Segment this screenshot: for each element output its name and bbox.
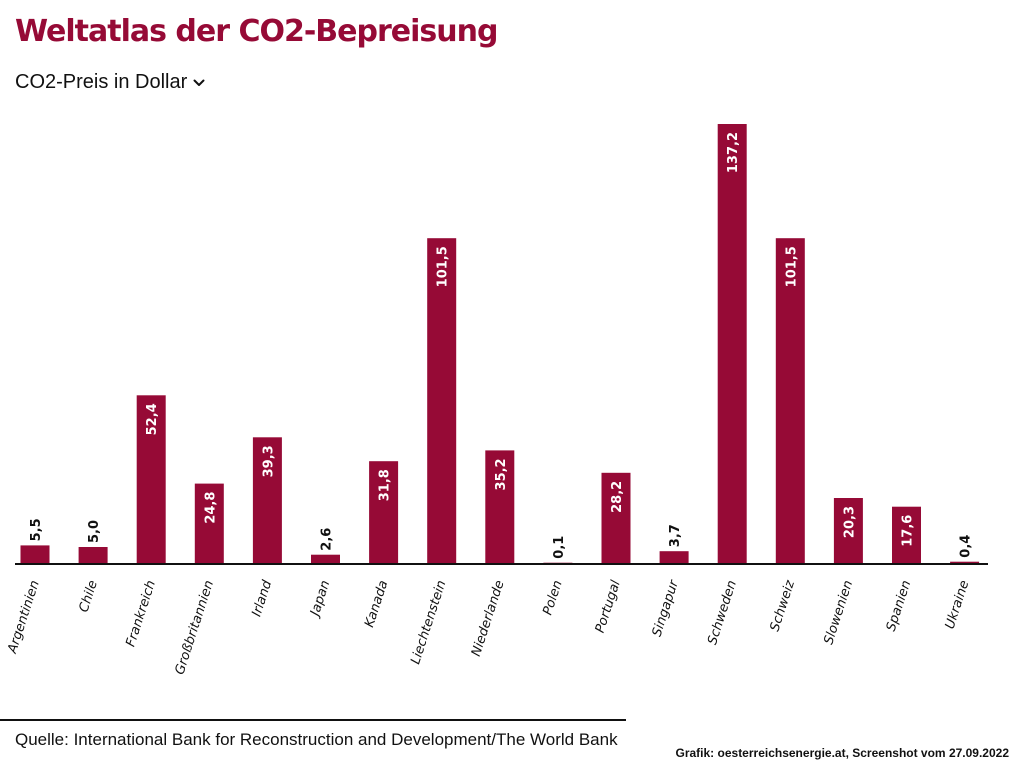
metric-dropdown[interactable]: CO2-Preis in Dollar [15,71,205,94]
category-label: Schweiz [768,577,799,633]
category-label: Chile [77,579,101,615]
bar-value-label: 5,5 [29,518,44,541]
bar-value-label: 137,2 [726,132,741,173]
category-label: Niederlande [469,579,508,659]
bar-value-label: 39,3 [261,445,276,477]
bar-singapur [659,551,689,563]
bar-value-label: 0,4 [959,535,974,558]
bar-schweden [717,124,747,563]
category-label: Portugal [593,578,624,635]
bar-value-label: 31,8 [378,469,393,501]
category-label: Kanada [362,579,391,630]
credit-note: Grafik: oesterreichsenergie.at, Screensh… [675,746,1010,760]
bar-value-label: 17,6 [901,515,916,547]
category-label: Singapur [650,577,683,639]
bar-value-label: 52,4 [145,403,160,435]
category-label: Frankreich [123,579,159,649]
bar-kanada [369,461,399,563]
bar-ukraine [950,561,980,563]
category-label: Slowenien [821,579,856,647]
source-note: Quelle: International Bank for Reconstru… [15,730,618,749]
source-divider [0,719,626,721]
category-label: Ukraine [943,579,973,631]
bar-value-label: 101,5 [436,246,451,287]
bar-value-label: 28,2 [610,481,625,513]
bar-liechtenstein [427,238,457,563]
bar-niederlande [485,450,515,563]
bar-value-label: 101,5 [784,246,799,287]
bar-großbritannien [194,483,224,563]
bar-chile [78,547,108,563]
chevron-down-icon [193,79,205,87]
bar-argentinien [20,545,50,563]
category-label: Irland [249,578,275,619]
category-label: Schweden [705,579,740,647]
category-label: Polen [540,579,565,618]
bar-spanien [892,506,921,563]
bar-value-label: 3,7 [668,524,683,547]
bar-value-label: 35,2 [494,458,509,490]
bar-slowenien [833,498,863,563]
bar-irland [252,437,282,563]
bar-japan [311,554,340,563]
bar-value-label: 24,8 [203,492,218,524]
category-label: Japan [307,579,333,621]
bar-value-label: 20,3 [842,506,857,538]
category-label: Großbritannien [173,579,218,677]
category-label: Spanien [884,579,915,634]
chart-title: Weltatlas der CO2-Bepreisung [15,14,498,49]
bar-value-label: 5,0 [87,520,102,543]
category-label: Liechtenstein [408,579,449,667]
bar-chart: 5,5 Argentinien 5,0 Chile 52,4 Frankreich 24,8… [5,124,988,677]
metric-dropdown-label: CO2-Preis in Dollar [15,71,188,93]
bar-frankreich [136,395,166,563]
bar-schweiz [775,238,805,563]
bar-value-label: 0,1 [552,536,567,559]
category-label: Argentinien [5,579,43,656]
bar-value-label: 2,6 [320,528,335,551]
bar-portugal [601,472,631,563]
